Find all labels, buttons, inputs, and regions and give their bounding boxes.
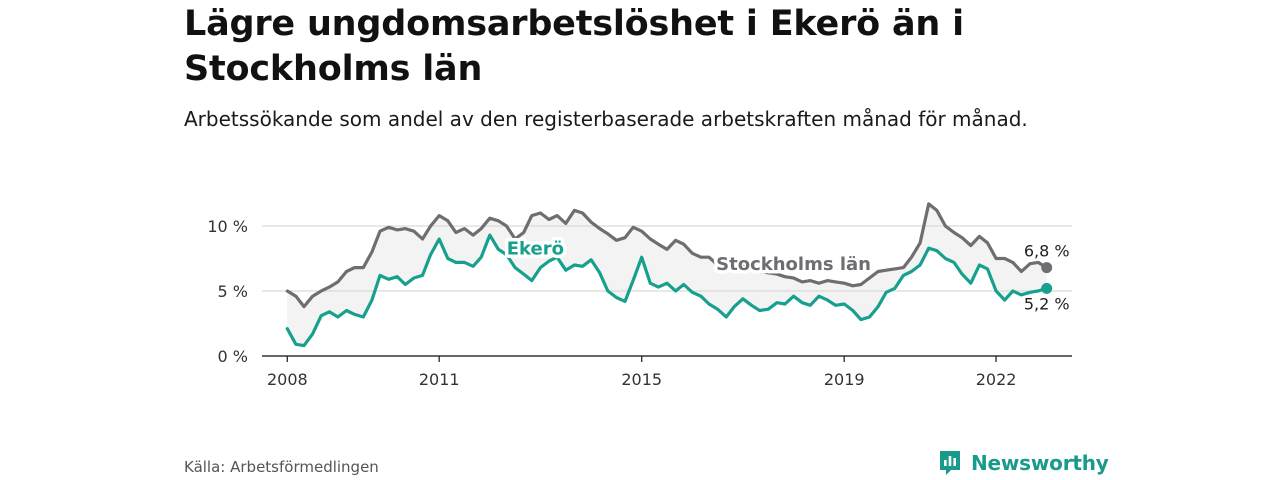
y-axis-ticks: 0 % 5 % 10 % <box>207 217 248 366</box>
range-band <box>287 203 1047 346</box>
y-tick-label: 5 % <box>218 282 248 301</box>
end-points: 6,8 %6,8 %5,2 %5,2 % <box>1021 239 1072 316</box>
gridlines <box>262 225 1072 357</box>
series-line-stockholm <box>285 202 1049 309</box>
x-axis-ticks: 2008 2011 2015 2019 2022 <box>267 356 1016 389</box>
end-value-label-stockholm: 6,8 % <box>1024 242 1070 261</box>
annotation-label-ekero: Ekerö <box>507 239 564 260</box>
newsworthy-logo-icon <box>940 451 960 475</box>
x-tick-label: 2022 <box>976 370 1017 389</box>
brand-logo[interactable]: Newsworthy <box>938 449 1109 477</box>
end-label-halo: 6,8 % <box>1024 242 1070 261</box>
annotation-label-stockholm: Stockholms län <box>716 254 871 275</box>
x-tick-label: 2019 <box>824 370 865 389</box>
y-tick-label: 10 % <box>207 217 248 236</box>
brand-name: Newsworthy <box>971 451 1109 475</box>
chart-title: Lägre ungdomsarbetslöshet i Ekerö än i S… <box>184 4 964 89</box>
end-point-stockholm <box>1041 262 1053 274</box>
y-tick-label: 0 % <box>218 347 248 366</box>
x-tick-label: 2015 <box>621 370 662 389</box>
series-line-ekero <box>285 233 1049 348</box>
end-value-label-ekero: 5,2 % <box>1024 294 1070 313</box>
x-tick-label: 2008 <box>267 370 308 389</box>
end-point-ekero <box>1041 282 1053 294</box>
chart-subtitle: Arbetssökande som andel av den registerb… <box>184 107 1028 131</box>
end-label-halo: 5,2 % <box>1024 294 1070 313</box>
series-range-band <box>287 203 1047 346</box>
annotation-halo: Ekerö <box>507 239 564 260</box>
series-lines <box>285 202 1049 348</box>
x-tick-label: 2011 <box>419 370 460 389</box>
source-note: Källa: Arbetsförmedlingen <box>184 458 379 476</box>
annotation-halo: Stockholms län <box>716 254 871 275</box>
